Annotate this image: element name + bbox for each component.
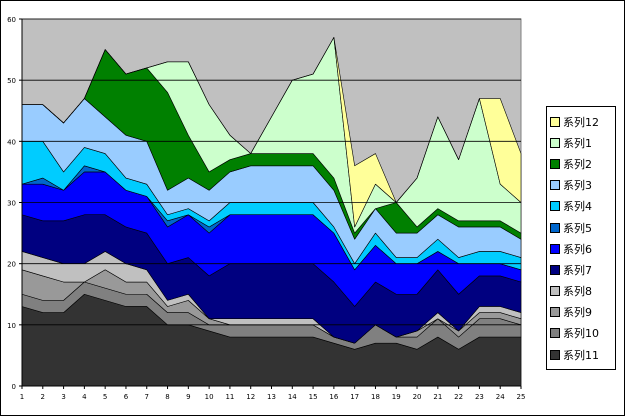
y-tick-label: 50: [7, 77, 16, 85]
legend-swatch: [550, 201, 560, 212]
x-tick-label: 13: [267, 393, 276, 401]
legend-item: 系列5: [550, 217, 612, 238]
x-tick-label: 22: [454, 393, 463, 401]
x-tick-label: 3: [61, 393, 65, 401]
x-tick-label: 16: [329, 393, 338, 401]
x-tick-label: 6: [124, 393, 129, 401]
x-tick-label: 19: [392, 393, 401, 401]
x-tick-label: 11: [225, 393, 234, 401]
x-tick-label: 8: [165, 393, 169, 401]
y-tick-label: 10: [7, 322, 16, 330]
legend-label: 系列3: [563, 179, 592, 193]
x-tick-label: 5: [103, 393, 107, 401]
x-tick-label: 18: [371, 393, 380, 401]
legend-swatch: [550, 264, 560, 275]
legend-label: 系列1: [563, 136, 592, 150]
legend-label: 系列6: [563, 242, 592, 256]
legend-label: 系列4: [563, 200, 592, 214]
y-tick-label: 20: [7, 261, 16, 269]
legend-swatch: [550, 307, 560, 318]
legend-label: 系列8: [563, 285, 592, 299]
x-tick-label: 2: [41, 393, 45, 401]
legend-item: 系列4: [550, 196, 612, 217]
legend-item: 系列10: [550, 323, 612, 344]
legend-item: 系列2: [550, 153, 612, 174]
legend-label: 系列9: [563, 306, 592, 320]
legend-label: 系列11: [563, 348, 599, 362]
x-tick-label: 9: [186, 393, 190, 401]
legend-label: 系列7: [563, 263, 592, 277]
x-tick-label: 23: [475, 393, 484, 401]
x-tick-label: 25: [517, 393, 526, 401]
legend-item: 系列3: [550, 175, 612, 196]
legend-item: 系列8: [550, 281, 612, 302]
legend-item: 系列12: [550, 111, 612, 132]
x-tick-label: 4: [82, 393, 87, 401]
y-tick-label: 30: [7, 200, 16, 208]
x-tick-label: 10: [205, 393, 214, 401]
x-tick-label: 7: [145, 393, 149, 401]
legend-swatch: [550, 349, 560, 360]
legend-label: 系列2: [563, 157, 592, 171]
legend-item: 系列11: [550, 344, 612, 365]
legend-item: 系列6: [550, 238, 612, 259]
legend-item: 系列7: [550, 259, 612, 280]
legend-swatch: [550, 158, 560, 169]
legend-swatch: [550, 328, 560, 339]
legend-swatch: [550, 243, 560, 254]
legend-label: 系列12: [563, 115, 599, 129]
y-tick-label: 0: [12, 383, 16, 391]
legend-swatch: [550, 137, 560, 148]
x-tick-label: 21: [433, 393, 442, 401]
legend-item: 系列1: [550, 132, 612, 153]
legend-swatch: [550, 180, 560, 191]
legend-label: 系列10: [563, 327, 599, 341]
x-tick-label: 12: [246, 393, 255, 401]
legend-item: 系列9: [550, 302, 612, 323]
area-series-12: [21, 37, 522, 228]
legend-label: 系列5: [563, 221, 592, 235]
legend-swatch: [550, 116, 560, 127]
legend-swatch: [550, 222, 560, 233]
y-tick-label: 60: [7, 16, 16, 24]
x-tick-label: 1: [20, 393, 24, 401]
x-tick-label: 20: [413, 393, 422, 401]
x-tick-label: 14: [288, 393, 297, 401]
legend-swatch: [550, 286, 560, 297]
x-tick-label: 15: [309, 393, 318, 401]
x-tick-label: 24: [496, 393, 505, 401]
y-tick-label: 40: [7, 138, 16, 146]
legend: 系列12 系列1 系列2 系列3 系列4 系列5 系列6 系列7 系列8 系列9 系列10 系列11: [546, 106, 616, 370]
x-tick-label: 17: [350, 393, 359, 401]
